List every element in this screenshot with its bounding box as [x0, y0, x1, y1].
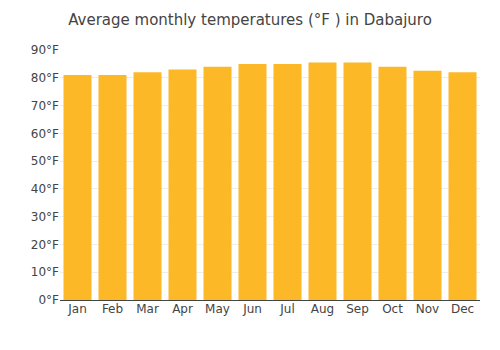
svg-text:50°F: 50°F [31, 154, 59, 168]
svg-text:Dec: Dec [451, 302, 474, 316]
svg-text:May: May [205, 302, 230, 316]
svg-text:Jun: Jun [242, 302, 262, 316]
svg-text:40°F: 40°F [31, 182, 59, 196]
svg-text:Aug: Aug [311, 302, 334, 316]
svg-text:Average monthly temperatures (: Average monthly temperatures (°F ) in Da… [68, 11, 432, 29]
svg-text:70°F: 70°F [31, 99, 59, 113]
svg-text:0°F: 0°F [38, 293, 59, 307]
svg-text:20°F: 20°F [31, 238, 59, 252]
svg-text:10°F: 10°F [31, 265, 59, 279]
svg-text:Nov: Nov [416, 302, 439, 316]
svg-text:Jan: Jan [67, 302, 87, 316]
svg-text:60°F: 60°F [31, 127, 59, 141]
svg-text:90°F: 90°F [31, 43, 59, 57]
svg-text:Feb: Feb [102, 302, 123, 316]
svg-text:Sep: Sep [346, 302, 369, 316]
svg-text:80°F: 80°F [31, 71, 59, 85]
svg-text:Oct: Oct [382, 302, 403, 316]
svg-text:Jul: Jul [279, 302, 294, 316]
svg-text:Apr: Apr [172, 302, 193, 316]
svg-text:30°F: 30°F [31, 210, 59, 224]
svg-text:Mar: Mar [136, 302, 159, 316]
